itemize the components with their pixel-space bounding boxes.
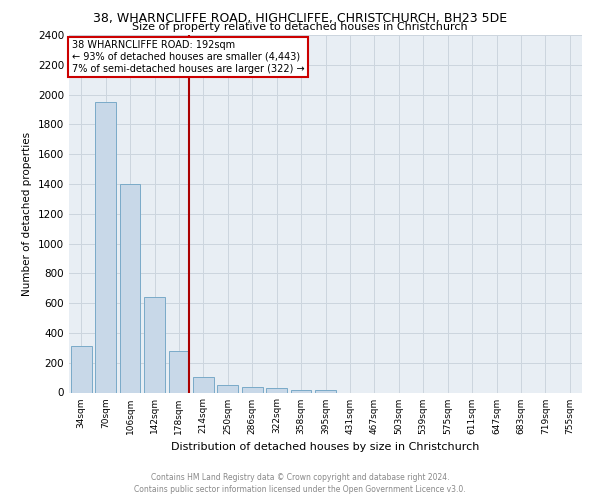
- Bar: [217, 385, 238, 392]
- X-axis label: Distribution of detached houses by size in Christchurch: Distribution of detached houses by size …: [172, 442, 479, 452]
- Y-axis label: Number of detached properties: Number of detached properties: [22, 132, 32, 296]
- Bar: [315, 390, 336, 392]
- Bar: [242, 386, 263, 392]
- Bar: [169, 351, 190, 393]
- Bar: [71, 346, 92, 393]
- Bar: [144, 297, 165, 392]
- Text: Contains HM Land Registry data © Crown copyright and database right 2024.
Contai: Contains HM Land Registry data © Crown c…: [134, 472, 466, 494]
- Text: 38 WHARNCLIFFE ROAD: 192sqm
← 93% of detached houses are smaller (4,443)
7% of s: 38 WHARNCLIFFE ROAD: 192sqm ← 93% of det…: [71, 40, 304, 74]
- Bar: [95, 102, 116, 393]
- Bar: [193, 377, 214, 392]
- Bar: [119, 184, 140, 392]
- Bar: [290, 390, 311, 392]
- Text: Size of property relative to detached houses in Christchurch: Size of property relative to detached ho…: [132, 22, 468, 32]
- Bar: [266, 388, 287, 392]
- Text: 38, WHARNCLIFFE ROAD, HIGHCLIFFE, CHRISTCHURCH, BH23 5DE: 38, WHARNCLIFFE ROAD, HIGHCLIFFE, CHRIST…: [93, 12, 507, 25]
